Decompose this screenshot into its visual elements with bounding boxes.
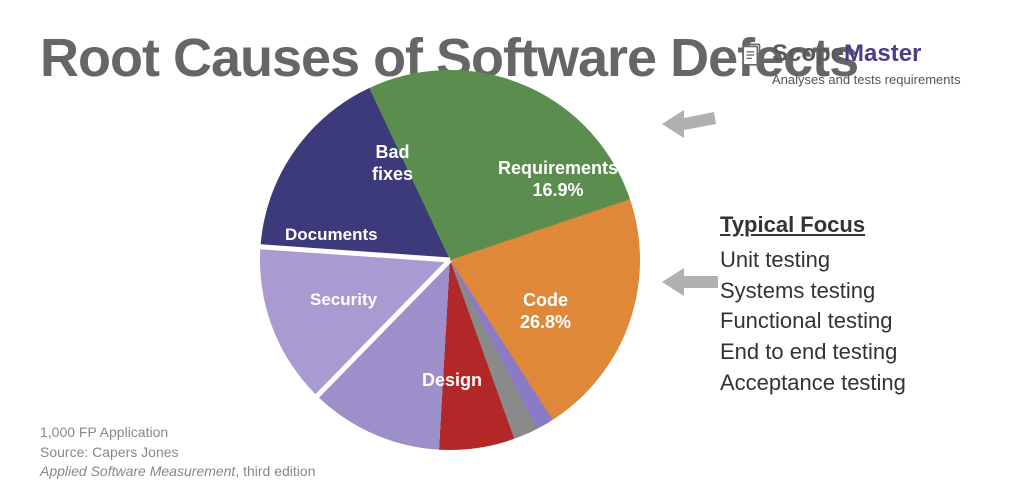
focus-items: Unit testingSystems testingFunctional te… xyxy=(720,245,906,399)
footer-line3: Applied Software Measurement, third edit… xyxy=(40,462,316,482)
brand-row: ScopeMaster xyxy=(740,40,990,68)
focus-title: Typical Focus xyxy=(720,210,906,241)
brand-tagline: Analyses and tests requirements xyxy=(772,72,990,89)
brand-name: ScopeMaster xyxy=(772,40,921,68)
footer-line1: 1,000 FP Application xyxy=(40,423,316,443)
footer-line3-italic: Applied Software Measurement xyxy=(40,463,235,479)
footer-line2: Source: Capers Jones xyxy=(40,443,316,463)
arrow-icon xyxy=(662,100,726,148)
focus-item: Unit testing xyxy=(720,245,906,276)
pie-chart: Requirements16.9%Code26.8%DesignSecurity… xyxy=(260,70,640,450)
document-icon xyxy=(740,41,766,67)
footer-block: 1,000 FP Application Source: Capers Jone… xyxy=(40,423,316,482)
focus-block: Typical Focus Unit testingSystems testin… xyxy=(720,210,906,399)
footer-line3-rest: , third edition xyxy=(235,463,315,479)
brand-name-b: Master xyxy=(844,40,921,67)
focus-item: Acceptance testing xyxy=(720,368,906,399)
arrow-icon xyxy=(662,262,722,302)
focus-item: Systems testing xyxy=(720,276,906,307)
brand-block: ScopeMaster Analyses and tests requireme… xyxy=(740,40,990,89)
brand-name-a: Scope xyxy=(772,40,844,67)
focus-item: Functional testing xyxy=(720,306,906,337)
focus-item: End to end testing xyxy=(720,337,906,368)
